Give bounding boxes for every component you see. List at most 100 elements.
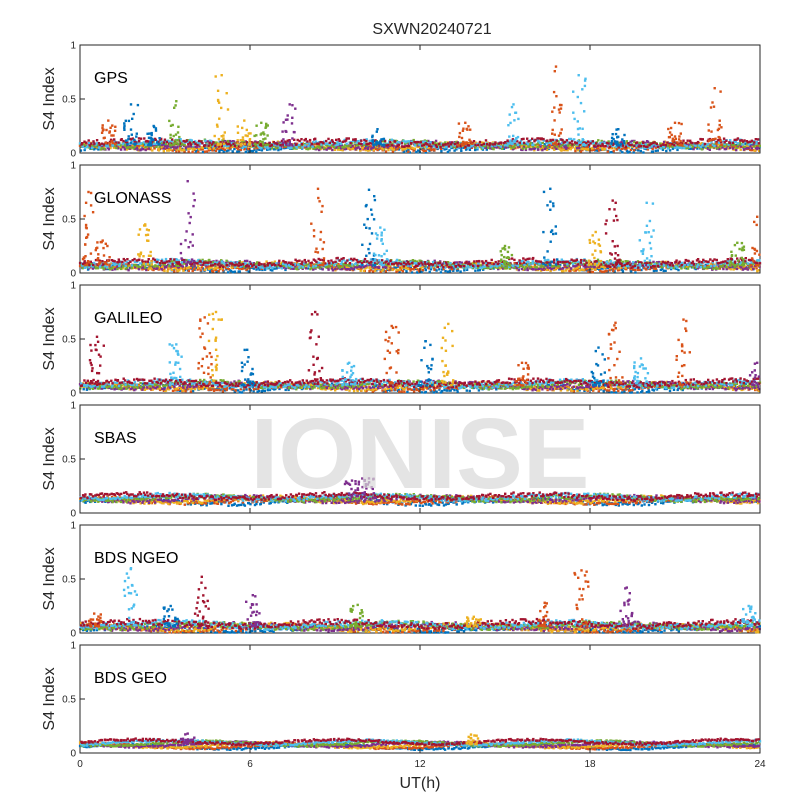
data-point bbox=[131, 137, 134, 140]
data-point bbox=[620, 268, 624, 271]
data-point bbox=[189, 138, 192, 142]
data-point bbox=[119, 146, 122, 149]
data-point bbox=[278, 146, 282, 149]
data-point bbox=[327, 137, 330, 141]
data-point bbox=[147, 140, 150, 143]
data-point bbox=[338, 144, 341, 147]
data-point bbox=[172, 134, 175, 138]
data-point bbox=[630, 143, 633, 147]
data-point bbox=[722, 137, 726, 140]
data-point bbox=[108, 130, 111, 133]
data-point bbox=[106, 266, 109, 269]
data-point bbox=[402, 139, 405, 143]
data-point bbox=[566, 149, 569, 152]
data-point bbox=[187, 145, 190, 148]
data-point bbox=[605, 141, 609, 145]
data-point bbox=[144, 143, 148, 146]
data-point bbox=[257, 141, 261, 144]
data-point bbox=[415, 267, 418, 271]
data-point bbox=[214, 75, 217, 78]
data-point bbox=[597, 149, 601, 152]
data-point bbox=[680, 122, 683, 126]
data-point bbox=[101, 124, 104, 127]
data-point bbox=[191, 150, 194, 154]
data-point bbox=[154, 138, 157, 142]
data-point bbox=[426, 146, 430, 149]
data-point bbox=[736, 137, 740, 140]
data-point bbox=[136, 264, 140, 267]
data-point bbox=[559, 263, 562, 267]
data-point bbox=[684, 141, 687, 145]
data-point bbox=[164, 144, 167, 148]
data-point bbox=[276, 141, 279, 144]
data-point bbox=[744, 147, 748, 150]
data-point bbox=[517, 268, 520, 272]
data-point bbox=[711, 143, 714, 146]
data-point bbox=[140, 148, 143, 151]
data-point bbox=[599, 141, 602, 145]
data-point bbox=[603, 141, 607, 144]
data-point bbox=[552, 90, 556, 94]
data-point bbox=[654, 267, 658, 270]
data-point bbox=[719, 139, 722, 143]
data-point bbox=[528, 143, 531, 146]
data-point bbox=[529, 142, 533, 145]
data-point bbox=[717, 139, 720, 142]
data-point bbox=[576, 95, 579, 99]
data-point bbox=[116, 147, 120, 150]
data-point bbox=[406, 144, 409, 148]
data-point bbox=[392, 146, 395, 149]
data-point bbox=[568, 145, 572, 148]
data-point bbox=[193, 147, 197, 150]
y-axis-label: S4 Index bbox=[41, 67, 58, 130]
data-point bbox=[121, 143, 125, 146]
chart-title: SXWN20240721 bbox=[372, 21, 491, 38]
data-point bbox=[566, 144, 570, 147]
data-point bbox=[135, 144, 139, 147]
data-point bbox=[171, 123, 174, 127]
data-point bbox=[412, 138, 415, 142]
data-point bbox=[453, 144, 456, 147]
data-point bbox=[687, 146, 690, 150]
data-point bbox=[661, 267, 664, 270]
data-point bbox=[191, 148, 195, 151]
data-point bbox=[331, 269, 335, 272]
data-point bbox=[662, 145, 665, 149]
data-point bbox=[98, 265, 102, 268]
data-point bbox=[288, 146, 292, 150]
data-point bbox=[464, 121, 467, 124]
data-point bbox=[344, 143, 347, 147]
data-point bbox=[743, 139, 746, 142]
data-point bbox=[713, 144, 716, 148]
data-point bbox=[642, 141, 645, 144]
data-point bbox=[593, 144, 596, 148]
data-point bbox=[334, 267, 337, 271]
data-point bbox=[461, 129, 465, 132]
data-point bbox=[555, 143, 558, 146]
data-point bbox=[115, 141, 119, 144]
data-point bbox=[342, 262, 345, 266]
data-point bbox=[356, 141, 359, 144]
data-point bbox=[351, 147, 355, 151]
data-point bbox=[715, 140, 718, 144]
data-point bbox=[561, 267, 565, 270]
data-point bbox=[345, 142, 348, 145]
data-point bbox=[453, 146, 457, 149]
data-point bbox=[150, 133, 153, 137]
data-point bbox=[546, 139, 549, 142]
data-point bbox=[410, 142, 413, 145]
data-point bbox=[590, 140, 593, 143]
data-point bbox=[89, 147, 92, 150]
data-point bbox=[516, 143, 519, 146]
data-point bbox=[716, 146, 719, 150]
data-point bbox=[345, 137, 348, 140]
data-point bbox=[504, 141, 507, 144]
data-point bbox=[428, 149, 431, 152]
data-point bbox=[673, 135, 677, 138]
data-point bbox=[248, 143, 251, 146]
data-point bbox=[162, 141, 165, 144]
data-point bbox=[201, 148, 204, 151]
data-point bbox=[352, 139, 355, 142]
data-point bbox=[531, 137, 534, 140]
data-point bbox=[560, 128, 563, 131]
